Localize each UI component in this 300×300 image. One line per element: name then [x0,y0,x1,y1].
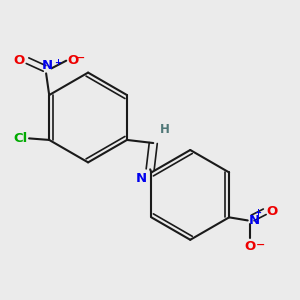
Text: −: − [256,240,265,250]
Text: N: N [135,172,146,185]
Text: O: O [266,205,278,218]
Text: O: O [244,240,255,253]
Text: −: − [76,53,85,63]
Text: H: H [160,123,170,136]
Text: +: + [254,208,261,217]
Text: O: O [14,54,25,67]
Text: N: N [42,59,53,72]
Text: O: O [68,54,79,67]
Text: Cl: Cl [13,132,28,145]
Text: +: + [55,58,62,68]
Text: N: N [249,214,260,227]
